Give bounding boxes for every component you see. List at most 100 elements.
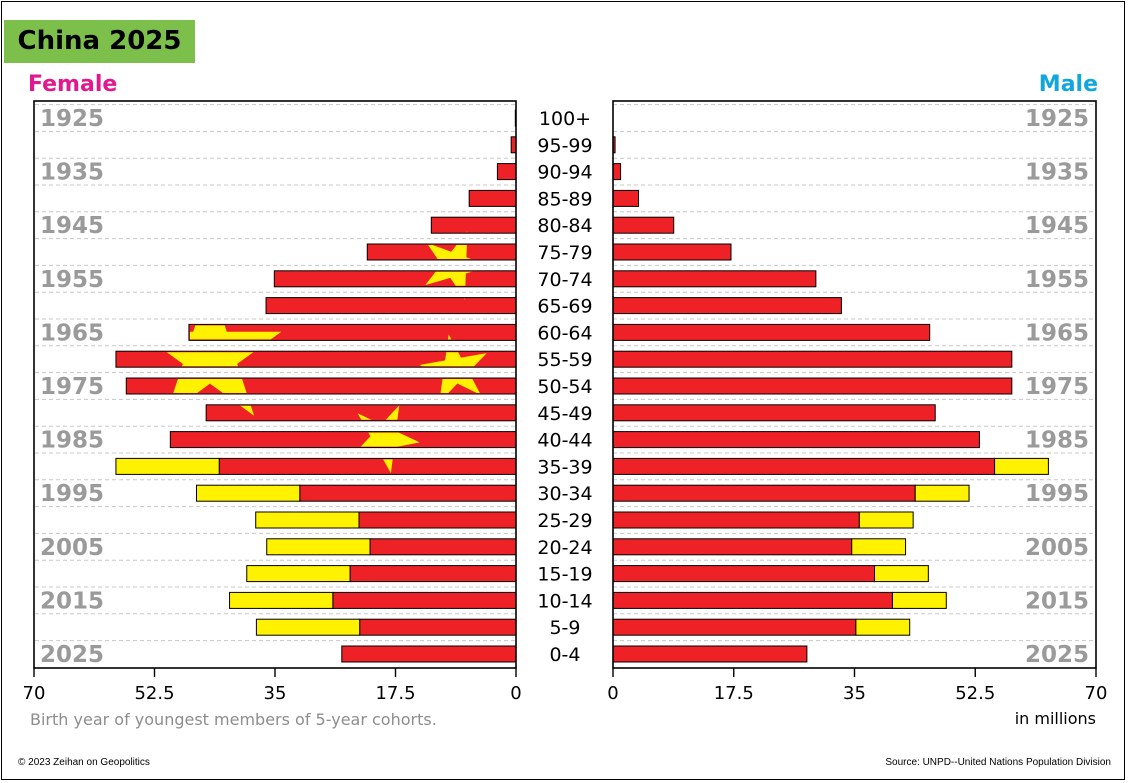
female-bar-80-84 xyxy=(430,216,517,234)
birth-year-note: Birth year of youngest members of 5-year… xyxy=(30,710,437,729)
male-bar-75-79 xyxy=(612,243,732,261)
birth-year-label-right: 2005 xyxy=(1025,535,1089,561)
birth-year-label-left: 1945 xyxy=(40,213,104,239)
x-tick-label-left: 35 xyxy=(264,683,287,704)
x-tick-label-right: 17.5 xyxy=(714,683,754,704)
female-excess-bar-20-24 xyxy=(266,538,371,556)
age-label-75-79: 75-79 xyxy=(537,242,592,264)
age-label-5-9: 5-9 xyxy=(549,617,580,639)
male-bar-0-4 xyxy=(612,645,808,663)
birth-year-label-right: 1975 xyxy=(1025,374,1089,400)
female-bars xyxy=(115,109,517,663)
male-bar-85-89 xyxy=(612,189,640,207)
male-bars xyxy=(612,136,1049,663)
male-bar-90-94 xyxy=(612,163,622,181)
birth-year-label-right: 1925 xyxy=(1025,106,1089,132)
x-tick-label-right: 35 xyxy=(843,683,866,704)
male-bar-5-9 xyxy=(612,618,857,636)
copyright-text: © 2023 Zeihan on Geopolitics xyxy=(18,757,150,768)
age-label-65-69: 65-69 xyxy=(537,296,592,318)
female-excess-bar-10-14 xyxy=(229,591,334,609)
age-label-85-89: 85-89 xyxy=(537,188,592,210)
male-bar-50-54 xyxy=(612,377,1013,395)
age-label-80-84: 80-84 xyxy=(537,215,592,237)
male-bar-25-29 xyxy=(612,511,860,529)
age-label-35-39: 35-39 xyxy=(537,456,592,478)
flag-star-icon xyxy=(138,280,282,416)
birth-year-label-right: 1955 xyxy=(1025,267,1089,293)
male-bar-65-69 xyxy=(612,297,842,315)
male-excess-bar-15-19 xyxy=(874,565,929,583)
male-bar-20-24 xyxy=(612,538,853,556)
age-label-15-19: 15-19 xyxy=(537,564,592,586)
female-bar-90-94 xyxy=(496,163,517,181)
x-tick-label-left: 52.5 xyxy=(134,683,174,704)
male-bar-10-14 xyxy=(612,591,893,609)
female-bar-0-4 xyxy=(341,645,517,663)
male-bar-30-34 xyxy=(612,484,916,502)
birth-year-label-left: 1925 xyxy=(40,106,104,132)
male-bar-70-74 xyxy=(612,270,817,288)
male-excess-bar-25-29 xyxy=(858,511,914,529)
birth-year-label-right: 1965 xyxy=(1025,320,1089,346)
female-bar-30-34 xyxy=(299,484,517,502)
birth-year-label-right: 1945 xyxy=(1025,213,1089,239)
x-tick-label-right: 70 xyxy=(1085,683,1108,704)
female-label: Female xyxy=(28,72,118,97)
female-bar-65-69 xyxy=(265,297,517,315)
female-bar-35-39 xyxy=(218,457,517,475)
male-excess-bar-35-39 xyxy=(994,457,1049,475)
x-tick-label-right: 0 xyxy=(607,683,618,704)
chart-title: China 2025 xyxy=(17,26,182,56)
female-bar-15-19 xyxy=(349,565,517,583)
age-label-95-99: 95-99 xyxy=(537,135,592,157)
age-label-100+: 100+ xyxy=(539,108,591,130)
female-excess-bar-25-29 xyxy=(255,511,360,529)
male-label: Male xyxy=(1038,72,1098,97)
birth-year-label-left: 2005 xyxy=(40,535,104,561)
male-excess-bar-30-34 xyxy=(914,484,970,502)
x-tick-label-left: 17.5 xyxy=(375,683,415,704)
birth-year-label-left: 1975 xyxy=(40,374,104,400)
birth-year-label-left: 1995 xyxy=(40,481,104,507)
male-bar-35-39 xyxy=(612,457,996,475)
female-excess-bar-35-39 xyxy=(115,457,220,475)
source-text: Source: UNPD--United Nations Population … xyxy=(885,757,1111,768)
male-bar-60-64 xyxy=(612,323,931,341)
age-label-45-49: 45-49 xyxy=(537,403,592,425)
birth-year-label-left: 1965 xyxy=(40,320,104,346)
unit-note: in millions xyxy=(1014,709,1096,728)
male-bar-40-44 xyxy=(612,431,980,449)
male-bar-80-84 xyxy=(612,216,675,234)
age-label-55-59: 55-59 xyxy=(537,349,592,371)
male-bar-45-49 xyxy=(612,404,936,422)
birth-year-label-right: 1995 xyxy=(1025,481,1089,507)
male-excess-bar-20-24 xyxy=(851,538,907,556)
female-bar-20-24 xyxy=(369,538,517,556)
male-excess-bar-5-9 xyxy=(855,618,911,636)
age-label-40-44: 40-44 xyxy=(537,430,592,452)
age-label-60-64: 60-64 xyxy=(537,322,592,344)
male-excess-bar-10-14 xyxy=(891,591,947,609)
birth-year-label-left: 2015 xyxy=(40,588,104,614)
female-excess-bar-30-34 xyxy=(196,484,301,502)
female-bar-5-9 xyxy=(359,618,517,636)
age-label-25-29: 25-29 xyxy=(537,510,592,532)
age-label-70-74: 70-74 xyxy=(537,269,592,291)
birth-year-label-left: 1955 xyxy=(40,267,104,293)
birth-year-label-right: 1985 xyxy=(1025,428,1089,454)
female-bar-70-74 xyxy=(273,270,517,288)
birth-year-label-left: 1985 xyxy=(40,428,104,454)
age-label-90-94: 90-94 xyxy=(537,162,592,184)
x-tick-label-left: 70 xyxy=(23,683,46,704)
female-excess-bar-5-9 xyxy=(255,618,361,636)
age-label-10-14: 10-14 xyxy=(537,590,592,612)
birth-year-label-right: 2025 xyxy=(1025,642,1089,668)
age-label-0-4: 0-4 xyxy=(549,644,580,666)
birth-year-label-right: 2015 xyxy=(1025,588,1089,614)
x-tick-label-left: 0 xyxy=(510,683,521,704)
female-bar-25-29 xyxy=(358,511,517,529)
female-bar-40-44 xyxy=(169,431,517,449)
